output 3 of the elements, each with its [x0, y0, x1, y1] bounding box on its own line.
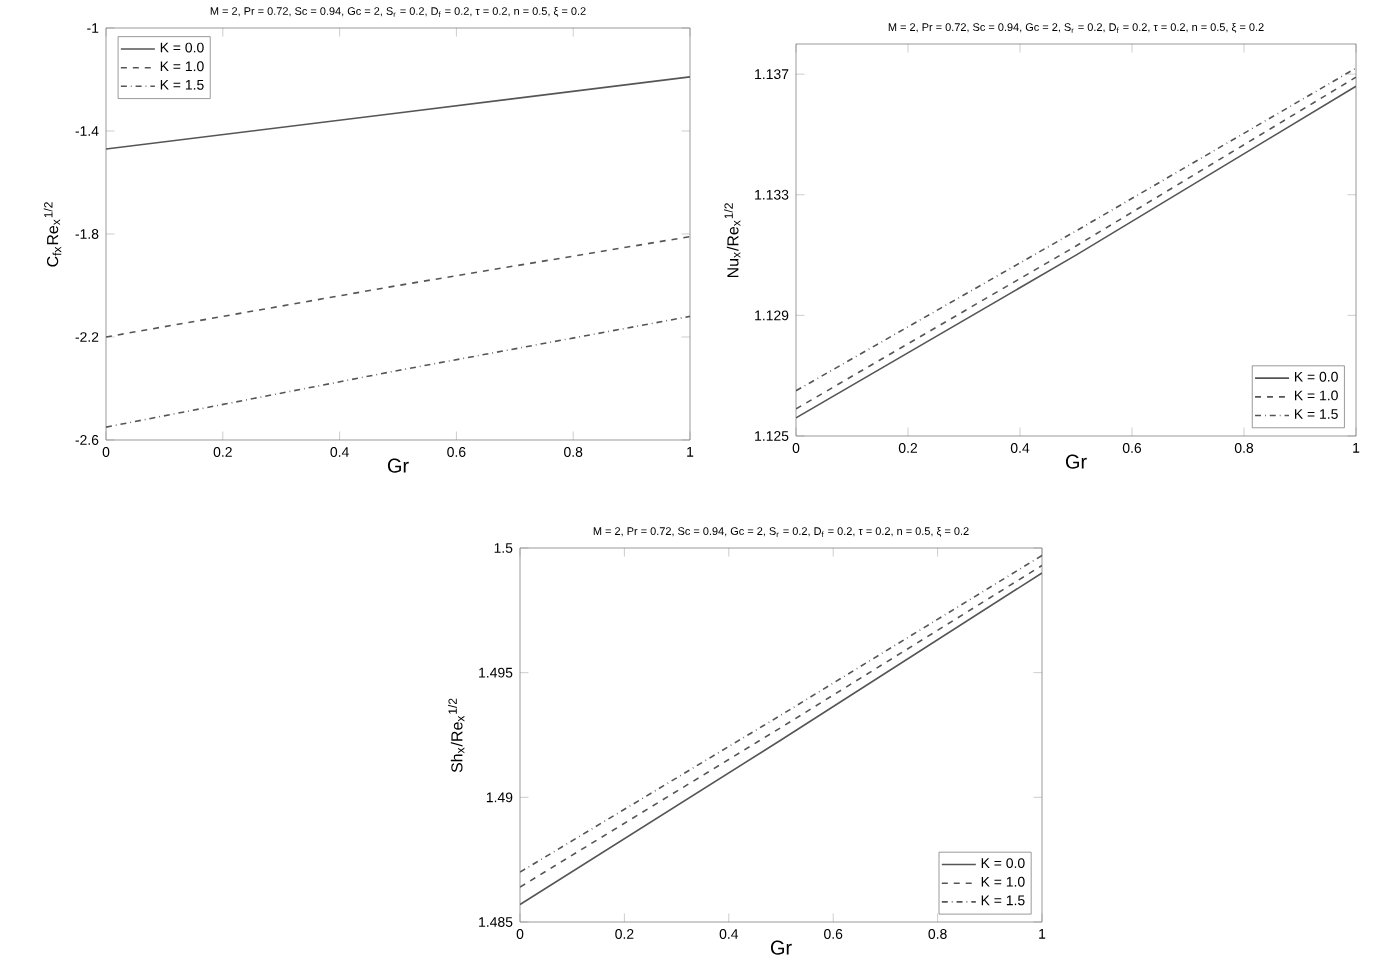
x-axis-title: Gr	[387, 458, 409, 473]
x-axis-title: Gr	[1065, 454, 1087, 469]
x-axis-title: Gr	[770, 940, 792, 955]
